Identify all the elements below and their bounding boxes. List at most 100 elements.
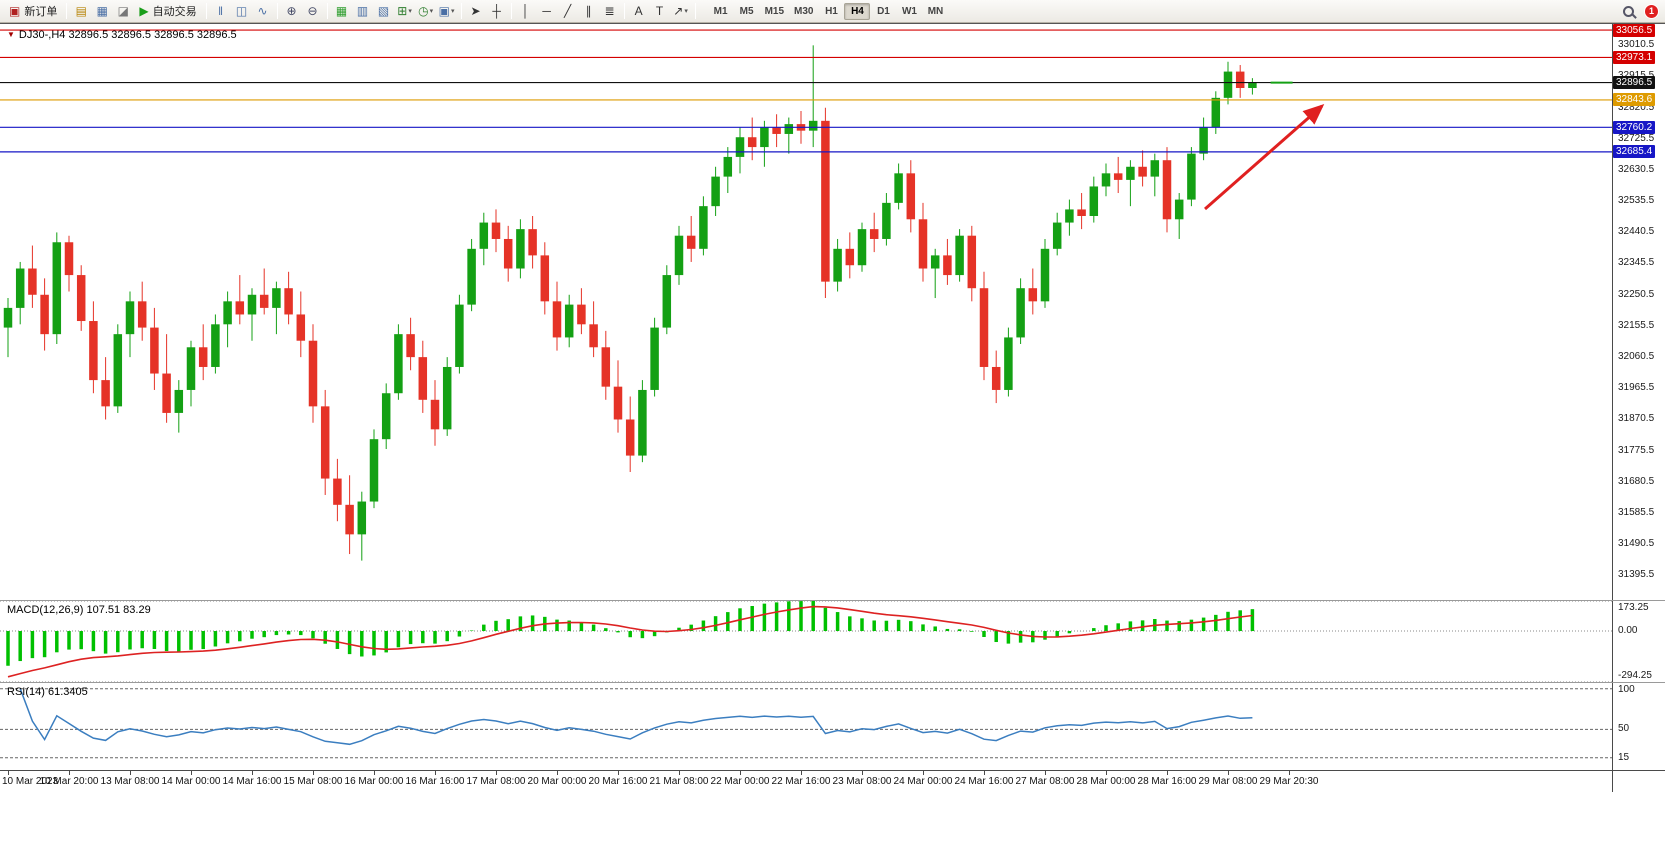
toolbar-separator <box>510 3 512 19</box>
price-axis-label: 32250.5 <box>1618 288 1655 300</box>
candle <box>479 212 489 266</box>
time-axis-tick <box>801 771 802 775</box>
timeframe-button-M5[interactable]: M5 <box>739 5 754 17</box>
price-axis-label: 31395.5 <box>1618 569 1655 581</box>
market-watch-button[interactable]: ▤ <box>71 2 91 20</box>
candle <box>345 475 354 555</box>
symbol-triangle-icon: ▼ <box>7 30 15 39</box>
candlestick-plot[interactable] <box>0 24 1612 600</box>
fibonacci-button[interactable]: ≣ <box>600 2 620 20</box>
price-tag[interactable]: 32760.2 <box>1613 120 1656 134</box>
candle <box>235 275 245 325</box>
channel-icon: ∥ <box>585 4 592 18</box>
time-axis-tick <box>1289 771 1290 775</box>
candle <box>1065 199 1074 236</box>
auto-arrange-button[interactable]: ▥ <box>353 2 373 20</box>
new-chart-button[interactable]: ⊞ ▾ <box>395 2 415 20</box>
vertical-line-icon: │ <box>521 4 530 18</box>
price-axis[interactable]: 33010.5 32915.5 32820.5 32725.5 32630.5 32535… <box>1612 24 1665 600</box>
arrows-button[interactable]: ↗ ▾ <box>671 2 691 20</box>
candle <box>577 288 586 335</box>
cascade-windows-button[interactable]: ▧ <box>374 2 394 20</box>
candle <box>613 360 623 433</box>
macd-plot[interactable] <box>0 601 1612 682</box>
toolbar-separator <box>623 3 625 19</box>
time-axis-tick <box>923 771 924 775</box>
price-axis-label: 32630.5 <box>1618 163 1655 175</box>
candle <box>320 389 330 495</box>
toolbar-right-group: 1 <box>1618 2 1661 20</box>
candle <box>357 491 367 561</box>
timeframe-button-H1[interactable]: H1 <box>825 5 838 17</box>
candle <box>113 324 123 413</box>
candle <box>272 281 281 335</box>
time-axis-label: 10 Mar 20:00 <box>39 776 99 787</box>
price-tag[interactable]: 32685.4 <box>1613 145 1656 159</box>
timeframe-button-M30[interactable]: M30 <box>794 5 814 17</box>
zoom-in-button[interactable]: ⊕ <box>282 2 302 20</box>
candle <box>808 45 818 148</box>
period-button[interactable]: ◷ ▾ <box>416 2 436 20</box>
time-axis-label: 16 Mar 16:00 <box>405 776 465 787</box>
price-tag[interactable]: 32843.6 <box>1613 93 1656 107</box>
time-axis-tick <box>130 771 131 775</box>
bar-chart-button[interactable]: ‖ <box>211 2 231 20</box>
rsi-axis-label: 50 <box>1618 723 1630 735</box>
trendline-icon: ╱ <box>563 4 572 18</box>
timeframe-button-M15[interactable]: M15 <box>764 5 785 17</box>
cursor-icon: ➤ <box>470 4 481 18</box>
candle <box>15 261 25 325</box>
equidistant-channel-button[interactable]: ∥ <box>579 2 599 20</box>
notification-badge[interactable]: 1 <box>1644 3 1659 19</box>
price-axis-label: 31585.5 <box>1618 506 1655 518</box>
auto-trading-button[interactable]: ▶ 自动交易 <box>134 1 201 21</box>
price-tag[interactable]: 32973.1 <box>1613 50 1656 64</box>
candle <box>491 209 501 253</box>
timeframe-button-MN[interactable]: MN <box>927 5 944 17</box>
candle <box>723 147 733 194</box>
candle <box>247 288 257 341</box>
price-tag[interactable]: 32896.5 <box>1613 76 1656 90</box>
candle <box>638 380 647 463</box>
candle <box>1187 147 1196 207</box>
dropdown-arrow-icon: ▾ <box>408 8 412 15</box>
search-button[interactable] <box>1618 2 1638 20</box>
rsi-panel[interactable]: RSI(14) 61.3405 <box>0 683 1612 770</box>
candle <box>918 202 928 282</box>
toolbar-separator <box>276 3 278 19</box>
terminal-button[interactable]: ◪ <box>113 2 133 20</box>
new-order-button[interactable]: ▣ 新订单 <box>4 1 62 21</box>
candle <box>186 340 196 407</box>
timeframe-group: M1 M5 M15 M30 H1 H4 D1 W1 MN <box>708 2 949 20</box>
text-button[interactable]: A <box>629 2 649 20</box>
price-tag[interactable]: 33056.5 <box>1613 24 1656 37</box>
data-window-button[interactable]: ▦ <box>92 2 112 20</box>
timeframe-button-W1[interactable]: W1 <box>901 5 917 17</box>
timeframe-button-D1[interactable]: D1 <box>877 5 890 17</box>
rsi-plot[interactable] <box>0 683 1612 770</box>
templates-button[interactable]: ▣ ▾ <box>437 2 457 20</box>
time-axis[interactable]: 10 Mar 2023 10 Mar 20:00 13 Mar 08:00 14 Ma… <box>0 771 1612 792</box>
tile-windows-button[interactable]: ▦ <box>332 2 352 20</box>
crosshair-button[interactable]: ┼ <box>487 2 507 20</box>
fibonacci-icon: ≣ <box>604 4 615 18</box>
candle <box>760 120 769 167</box>
timeframe-button-M1[interactable]: M1 <box>713 5 728 17</box>
candle <box>833 238 842 292</box>
timeframe-button-H4[interactable]: H4 <box>844 2 871 20</box>
cursor-button[interactable]: ➤ <box>466 2 486 20</box>
trendline-button[interactable]: ╱ <box>558 2 578 20</box>
candle <box>125 291 135 358</box>
macd-panel[interactable]: MACD(12,26,9) 107.51 83.29 <box>0 601 1612 682</box>
macd-histogram <box>6 601 1255 666</box>
trend-arrow-annotation[interactable] <box>1204 104 1325 211</box>
text-label-button[interactable]: T <box>650 2 670 20</box>
candlestick-chart-button[interactable]: ◫ <box>232 2 252 20</box>
line-chart-button[interactable]: ∿ <box>253 2 273 20</box>
main-chart[interactable]: ▼ DJ30-,H4 32896.5 32896.5 32896.5 32896… <box>0 24 1612 600</box>
zoom-out-button[interactable]: ⊖ <box>303 2 323 20</box>
horizontal-line-button[interactable]: ─ <box>537 2 557 20</box>
vertical-line-button[interactable]: │ <box>516 2 536 20</box>
terminal-icon: ◪ <box>117 4 130 18</box>
price-axis-label: 31680.5 <box>1618 475 1655 487</box>
